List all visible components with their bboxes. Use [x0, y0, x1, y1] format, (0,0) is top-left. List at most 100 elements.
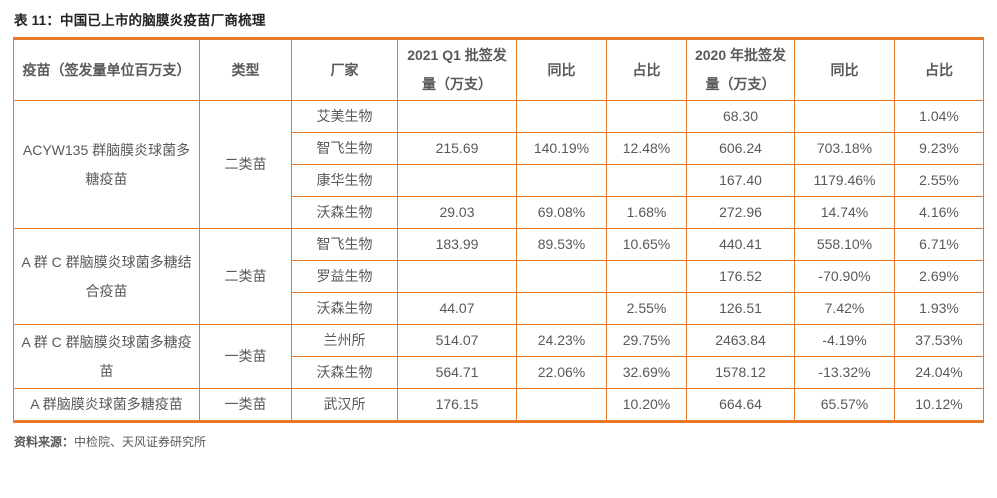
table-row: A 群 C 群脑膜炎球菌多糖疫苗 一类苗 兰州所 514.07 24.23% 29.75%…	[13, 324, 984, 389]
value-cell: 558.10%	[794, 228, 895, 261]
table-header: 疫苗（签发量单位百万支） 类型 厂家 2021 Q1 批签发量（万支） 同比 占…	[13, 38, 984, 101]
value-cell	[606, 260, 687, 293]
header-2020-issuance: 2020 年批签发量（万支）	[686, 38, 795, 101]
value-cell: 215.69	[397, 132, 517, 165]
value-cell	[516, 388, 607, 422]
value-cell	[397, 260, 517, 293]
value-cell: 176.52	[686, 260, 795, 293]
value-cell: 1.04%	[894, 100, 984, 133]
value-cell: 2.55%	[606, 292, 687, 325]
value-cell: 606.24	[686, 132, 795, 165]
vaccine-manufacturer-table: 疫苗（签发量单位百万支） 类型 厂家 2021 Q1 批签发量（万支） 同比 占…	[13, 37, 984, 423]
table-row: 沃森生物 29.03 69.08% 1.68% 272.96 14.74% 4.16%	[14, 196, 984, 229]
value-cell: 1578.12	[686, 356, 795, 389]
value-cell: 69.08%	[516, 196, 607, 229]
table-row: 沃森生物 564.71 22.06% 32.69% 1578.12 -13.32% 24.0…	[14, 356, 984, 389]
value-cell: -13.32%	[794, 356, 895, 389]
value-cell: 2.69%	[894, 260, 984, 293]
header-2020-yoy: 同比	[794, 38, 895, 101]
manufacturer-cell: 罗益生物	[291, 260, 398, 293]
table-row: A 群 C 群脑膜炎球菌多糖结合疫苗 二类苗 智飞生物 183.99 89.53% 10.…	[13, 228, 984, 325]
manufacturer-cell: 兰州所	[291, 324, 398, 357]
value-cell	[516, 260, 607, 293]
value-cell: 176.15	[397, 388, 517, 422]
header-vaccine: 疫苗（签发量单位百万支）	[13, 38, 200, 101]
source-text: 中检院、天风证券研究所	[74, 435, 207, 449]
manufacturer-cell: 武汉所	[291, 388, 398, 422]
manufacturer-cell: 艾美生物	[291, 100, 398, 133]
value-cell: 2.55%	[894, 164, 984, 197]
value-cell: 703.18%	[794, 132, 895, 165]
value-cell: 6.71%	[894, 228, 984, 261]
value-cell: 22.06%	[516, 356, 607, 389]
vaccine-name-cell: A 群 C 群脑膜炎球菌多糖疫苗	[13, 324, 200, 389]
source-label: 资料来源：	[14, 435, 75, 449]
vaccine-type-cell: 二类苗	[199, 228, 292, 325]
value-cell: 514.07	[397, 324, 517, 357]
value-cell: 440.41	[686, 228, 795, 261]
value-cell: 7.42%	[794, 292, 895, 325]
manufacturer-cell: 智飞生物	[291, 228, 398, 261]
value-cell: 24.04%	[894, 356, 984, 389]
value-cell: 29.03	[397, 196, 517, 229]
value-cell	[397, 164, 517, 197]
vaccine-name-cell: A 群 C 群脑膜炎球菌多糖结合疫苗	[13, 228, 200, 325]
value-cell: 1179.46%	[794, 164, 895, 197]
value-cell: 10.65%	[606, 228, 687, 261]
value-cell: 65.57%	[794, 388, 895, 422]
manufacturer-cell: 沃森生物	[291, 196, 398, 229]
value-cell: 32.69%	[606, 356, 687, 389]
value-cell	[606, 100, 687, 133]
value-cell: 140.19%	[516, 132, 607, 165]
header-2020-share: 占比	[894, 38, 984, 101]
manufacturer-cell: 智飞生物	[291, 132, 398, 165]
value-cell: 68.30	[686, 100, 795, 133]
report-page: 表 11：中国已上市的脑膜炎疫苗厂商梳理 疫苗（签发量单位百万支） 类型 厂家 …	[13, 13, 984, 450]
vaccine-name-cell: ACYW135 群脑膜炎球菌多糖疫苗	[13, 100, 200, 229]
value-cell: 24.23%	[516, 324, 607, 357]
vaccine-type-cell: 一类苗	[199, 324, 292, 389]
header-row: 疫苗（签发量单位百万支） 类型 厂家 2021 Q1 批签发量（万支） 同比 占…	[13, 38, 984, 101]
value-cell: 44.07	[397, 292, 517, 325]
value-cell: 37.53%	[894, 324, 984, 357]
value-cell	[794, 100, 895, 133]
header-2021-share: 占比	[606, 38, 687, 101]
value-cell: 29.75%	[606, 324, 687, 357]
value-cell: 9.23%	[894, 132, 984, 165]
table-title: 表 11：中国已上市的脑膜炎疫苗厂商梳理	[14, 13, 266, 28]
value-cell	[516, 100, 607, 133]
value-cell: 664.64	[686, 388, 795, 422]
value-cell	[516, 292, 607, 325]
value-cell: 4.16%	[894, 196, 984, 229]
manufacturer-cell: 沃森生物	[291, 292, 398, 325]
value-cell: 89.53%	[516, 228, 607, 261]
value-cell: 167.40	[686, 164, 795, 197]
value-cell: 1.93%	[894, 292, 984, 325]
value-cell: 564.71	[397, 356, 517, 389]
vaccine-type-cell: 二类苗	[199, 100, 292, 229]
header-manufacturer: 厂家	[291, 38, 398, 101]
table-row: A 群脑膜炎球菌多糖疫苗 一类苗 武汉所 176.15 10.20% 664.64 65.5…	[13, 388, 984, 422]
value-cell: 272.96	[686, 196, 795, 229]
value-cell: 1.68%	[606, 196, 687, 229]
header-2021q1-issuance: 2021 Q1 批签发量（万支）	[397, 38, 517, 101]
header-2021-yoy: 同比	[516, 38, 607, 101]
value-cell: 12.48%	[606, 132, 687, 165]
source-line: 资料来源：中检院、天风证券研究所	[13, 433, 984, 450]
value-cell: 2463.84	[686, 324, 795, 357]
table-row: 康华生物 167.40 1179.46% 2.55%	[14, 164, 984, 197]
table-row: ACYW135 群脑膜炎球菌多糖疫苗 二类苗 艾美生物 68.30 1.04%	[13, 100, 984, 229]
value-cell	[397, 100, 517, 133]
vaccine-type-cell: 一类苗	[199, 388, 292, 422]
value-cell: 14.74%	[794, 196, 895, 229]
value-cell	[606, 164, 687, 197]
header-type: 类型	[199, 38, 292, 101]
vaccine-table-body: ACYW135 群脑膜炎球菌多糖疫苗 二类苗 艾美生物 68.30 1.04% 智飞生物 2…	[13, 100, 984, 422]
value-cell: -4.19%	[794, 324, 895, 357]
value-cell: 10.12%	[894, 388, 984, 422]
value-cell: 10.20%	[606, 388, 687, 422]
vaccine-name-cell: A 群脑膜炎球菌多糖疫苗	[13, 388, 200, 422]
table-row: 智飞生物 215.69 140.19% 12.48% 606.24 703.18% 9.23…	[14, 132, 984, 165]
value-cell: 126.51	[686, 292, 795, 325]
value-cell: 183.99	[397, 228, 517, 261]
